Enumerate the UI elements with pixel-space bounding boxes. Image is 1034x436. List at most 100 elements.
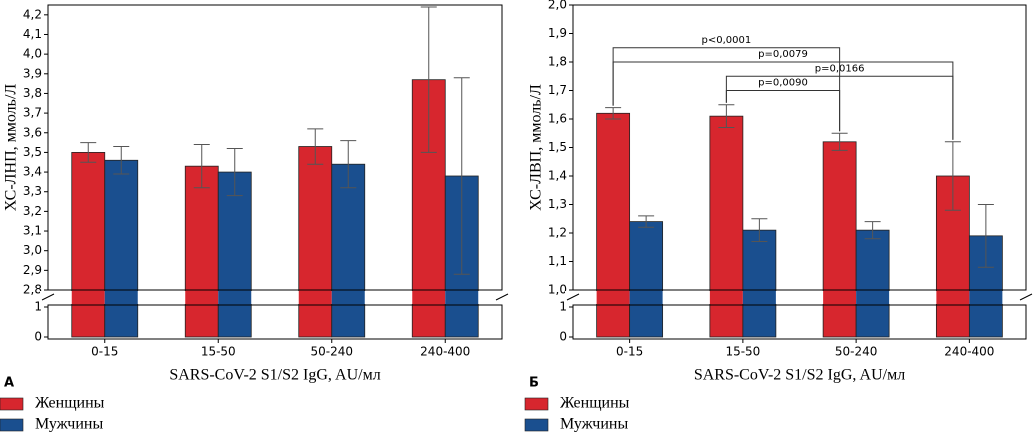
y-tick-label: 1,7 [548, 83, 567, 97]
y-tick-label: 3,1 [23, 224, 42, 238]
bar [709, 291, 743, 304]
y-tick-label: 3,2 [23, 204, 42, 218]
y-tick-label: 0 [559, 330, 567, 344]
y-tick-label: 0 [34, 330, 42, 344]
comparison-label: p<0,0001 [702, 35, 752, 46]
y-tick-label: 1,0 [548, 283, 567, 297]
error-bar [453, 77, 470, 275]
bar [823, 291, 857, 304]
bar [298, 146, 333, 338]
bar [331, 291, 365, 304]
axis-break-mark [41, 293, 55, 301]
legend-swatch [0, 397, 24, 411]
bar [412, 291, 446, 304]
bar [104, 291, 138, 304]
bar [822, 141, 857, 338]
error-bar [307, 128, 324, 165]
bar [71, 291, 105, 304]
error-bar [226, 147, 243, 197]
x-axis-title: SARS-CoV-2 S1/S2 IgG, AU/мл [694, 367, 905, 384]
bar [968, 235, 1003, 338]
error-bar [193, 144, 210, 189]
x-tick-label: 15-50 [725, 345, 760, 359]
y-tick-label: 1 [34, 300, 42, 314]
panel-label: Б [529, 376, 539, 391]
y-tick-label: 1,6 [548, 112, 567, 126]
error-bar [638, 215, 655, 228]
x-tick-label: 50-240 [310, 345, 353, 359]
bar [217, 171, 252, 338]
y-tick-label: 1,5 [548, 140, 567, 154]
bar [629, 221, 664, 338]
bar [936, 291, 970, 304]
y-tick-label: 3,0 [23, 243, 42, 257]
y-tick-label: 1,1 [548, 254, 567, 268]
axis-break-gap [565, 291, 1034, 304]
error-bar [605, 107, 622, 120]
legend-label: Мужчины [35, 416, 103, 433]
bar [185, 291, 219, 304]
error-bar [944, 141, 961, 211]
y-tick-label: 3,9 [23, 66, 42, 80]
error-bar [751, 218, 768, 243]
comparison-label: p=0,0090 [758, 78, 808, 89]
error-bar [113, 146, 130, 175]
bar [742, 291, 776, 304]
axis-break-mark [566, 293, 580, 301]
legend-swatch [524, 397, 549, 411]
legend-label: Женщины [35, 395, 105, 412]
panel-label: А [4, 376, 14, 391]
legend-label: Мужчины [560, 416, 628, 433]
y-tick-label: 2,8 [23, 283, 42, 297]
x-tick-label: 15-50 [201, 345, 236, 359]
error-bar [864, 221, 881, 240]
comparison-bracket [725, 75, 954, 140]
comparison-bracket [725, 90, 841, 132]
error-bar [340, 140, 357, 189]
y-axis-title: ХС-ЛНП, ммоль/Л [3, 84, 20, 212]
y-tick-label: 2,0 [548, 0, 567, 12]
bar [445, 291, 479, 304]
bar [855, 229, 890, 338]
y-tick-label: 3,4 [23, 165, 42, 179]
bar [969, 291, 1003, 304]
y-tick-label: 1,9 [548, 26, 567, 40]
bar [71, 152, 106, 338]
comparison-label: p=0,0079 [758, 49, 808, 60]
y-tick-label: 3,3 [23, 184, 42, 198]
x-tick-label: 0-15 [91, 345, 118, 359]
error-bar [831, 132, 848, 151]
x-tick-label: 0-15 [616, 345, 643, 359]
y-tick-label: 1 [559, 300, 567, 314]
bar [331, 163, 366, 338]
x-tick-label: 50-240 [835, 345, 878, 359]
bar [742, 229, 777, 338]
y-tick-label: 4,1 [23, 27, 42, 41]
bar [218, 291, 252, 304]
y-axis-title: ХС-ЛВП, ммоль/Л [528, 84, 545, 211]
axis-break-gap [40, 291, 510, 304]
bar [856, 291, 890, 304]
x-tick-label: 240-400 [944, 345, 994, 359]
error-bar [718, 104, 735, 129]
error-bar [80, 142, 97, 163]
error-bar [420, 6, 437, 153]
axis-break-mark [495, 293, 509, 301]
bar [596, 291, 630, 304]
y-tick-label: 4,2 [23, 7, 42, 21]
y-tick-label: 3,5 [23, 145, 42, 159]
y-tick-label: 1,2 [548, 226, 567, 240]
y-tick-label: 1,4 [548, 169, 567, 183]
bar [629, 291, 663, 304]
y-tick-label: 3,7 [23, 106, 42, 120]
legend-swatch [524, 418, 549, 432]
legend-swatch [0, 418, 24, 432]
y-tick-label: 3,6 [23, 125, 42, 139]
legend-label: Женщины [560, 395, 630, 412]
x-axis-title: SARS-CoV-2 S1/S2 IgG, AU/мл [169, 367, 380, 384]
bar [104, 159, 139, 338]
bar [298, 291, 332, 304]
y-tick-label: 3,8 [23, 86, 42, 100]
y-tick-label: 1,3 [548, 197, 567, 211]
